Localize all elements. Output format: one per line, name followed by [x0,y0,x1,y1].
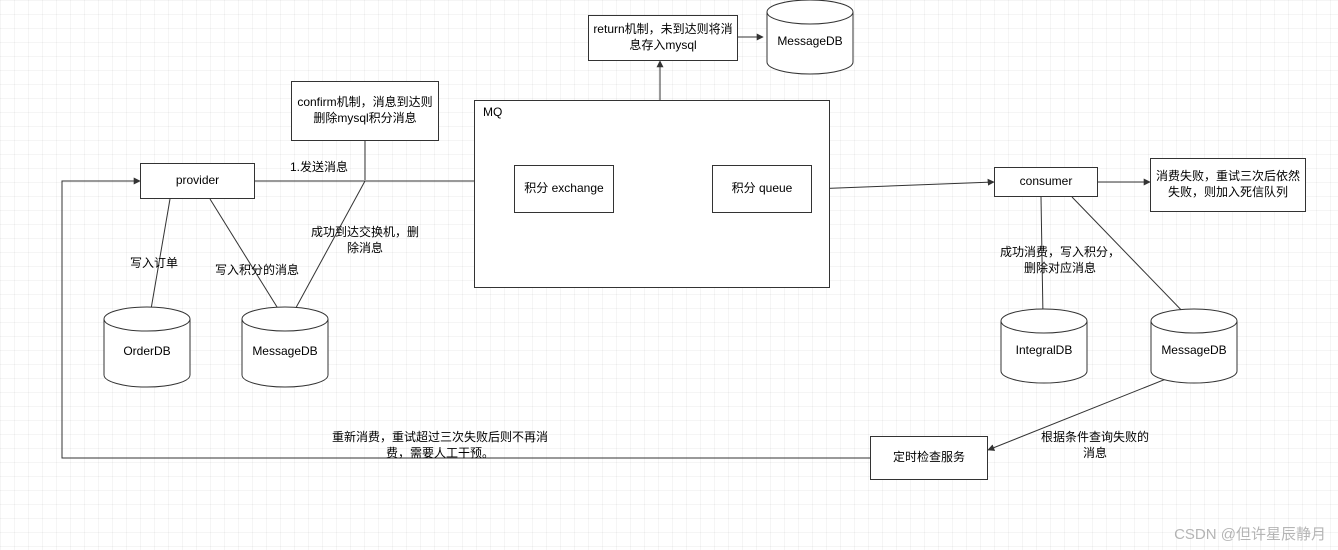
queue-label: 积分 queue [732,181,793,197]
fail-label: 消费失败，重试三次后依然失败，则加入死信队列 [1155,169,1301,200]
watermark: CSDN @但许星辰静月 [1174,523,1326,544]
queue-box: 积分 queue [712,165,812,213]
edge-label-del-arrive: 成功到达交换机，删除消息 [310,225,420,256]
return-box: return机制，未到达则将消息存入mysql [588,15,738,61]
messagedb1-label: MessageDB [252,344,317,358]
edge-label-ok-consume: 成功消费，写入积分，删除对应消息 [1000,245,1120,276]
edge-label-send: 1.发送消息 [290,160,348,176]
messagedb2-label: MessageDB [1161,343,1226,357]
fail-box: 消费失败，重试三次后依然失败，则加入死信队列 [1150,158,1306,212]
provider-label: provider [176,173,219,189]
scheduler-box: 定时检查服务 [870,436,988,480]
integraldb-label: IntegralDB [1016,343,1073,357]
provider-box: provider [140,163,255,199]
consumer-label: consumer [1020,174,1073,190]
edge-label-write-order: 写入订单 [130,256,178,272]
exchange-box: 积分 exchange [514,165,614,213]
mq-label: MQ [483,105,502,119]
edge-label-retry-fail: 重新消费，重试超过三次失败后则不再消费，需要人工干预。 [330,430,550,461]
exchange-label: 积分 exchange [524,181,603,197]
confirm-box: confirm机制，消息到达则删除mysql积分消息 [291,81,439,141]
messagedb-top-label: MessageDB [777,34,842,48]
orderdb-label: OrderDB [123,344,170,358]
confirm-label: confirm机制，消息到达则删除mysql积分消息 [296,95,434,126]
edge-label-write-points: 写入积分的消息 [215,263,299,279]
return-label: return机制，未到达则将消息存入mysql [593,22,733,53]
scheduler-label: 定时检查服务 [893,450,965,466]
edge-label-query-fail: 根据条件查询失败的消息 [1040,430,1150,461]
consumer-box: consumer [994,167,1098,197]
